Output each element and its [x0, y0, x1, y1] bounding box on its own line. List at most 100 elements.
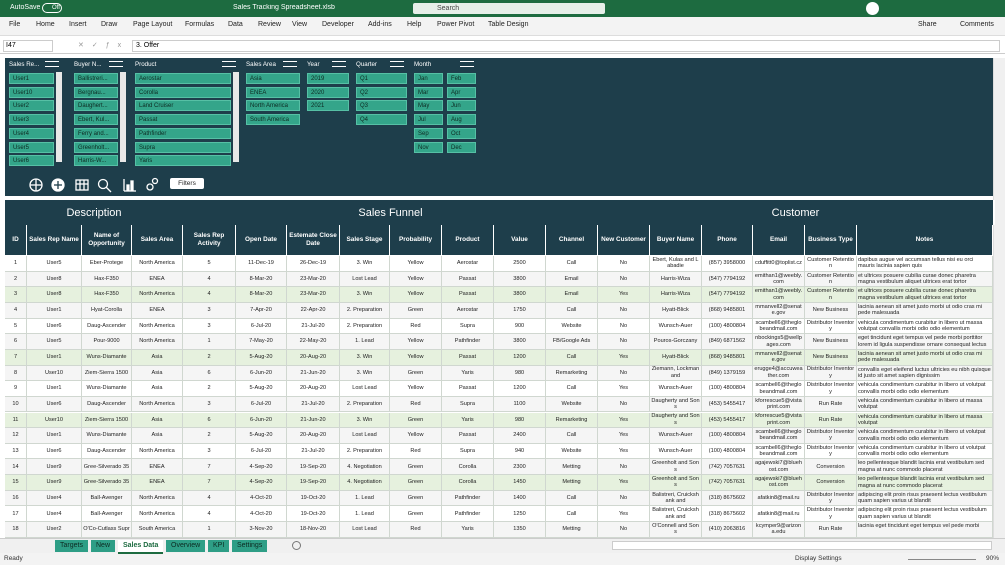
slicer-item[interactable]: Harris-W...: [74, 155, 118, 167]
table-cell[interactable]: 6-Jul-20: [236, 318, 287, 335]
table-cell[interactable]: Balistreri, Cruickshank and: [650, 506, 702, 523]
menu-item[interactable]: Help: [407, 21, 422, 28]
table-cell[interactable]: 3800: [494, 334, 546, 350]
table-cell[interactable]: Red: [390, 443, 442, 460]
table-cell[interactable]: scambell6@theglobeandmail.com: [753, 381, 805, 397]
table-cell[interactable]: 1: [183, 334, 236, 350]
table-cell[interactable]: Ball-Avenger: [82, 490, 132, 507]
table-cell[interactable]: vehicula condimentum curabitur in libero…: [857, 428, 993, 444]
row-id[interactable]: 2: [5, 271, 27, 288]
table-cell[interactable]: Wuns-Diamante: [82, 349, 132, 366]
slicer-item[interactable]: Yaris: [135, 155, 231, 167]
table-cell[interactable]: emithan1@weebly.com: [753, 271, 805, 288]
table-cell[interactable]: 19-Sep-20: [287, 459, 340, 476]
sheet-tab[interactable]: Targets: [55, 540, 88, 552]
table-cell[interactable]: 3: [183, 443, 236, 460]
table-cell[interactable]: Yes: [598, 349, 650, 366]
sheet-tab[interactable]: KPI: [208, 540, 230, 552]
table-cell[interactable]: Customer Retention: [805, 256, 857, 272]
slicer-item[interactable]: User5: [9, 141, 54, 153]
table-cell[interactable]: Wuns-Diamante: [82, 381, 132, 397]
table-cell[interactable]: Gree-Silverado 35: [82, 475, 132, 491]
table-cell[interactable]: 23-Mar-20: [287, 287, 340, 303]
table-cell[interactable]: 5: [183, 256, 236, 272]
table-cell[interactable]: Red: [390, 522, 442, 538]
table-cell[interactable]: Harris-Wiza: [650, 287, 702, 303]
table-cell[interactable]: Call: [546, 506, 598, 523]
table-cell[interactable]: 4-Sep-20: [236, 459, 287, 476]
table-cell[interactable]: 3. Win: [340, 365, 390, 382]
table-cell[interactable]: (547) 7794192: [702, 271, 753, 288]
slicer-item[interactable]: Dec: [447, 141, 476, 153]
row-id[interactable]: 4: [5, 302, 27, 319]
table-cell[interactable]: Call: [546, 490, 598, 507]
filters-button[interactable]: Filters: [170, 178, 204, 189]
slicer-item[interactable]: Feb: [447, 73, 476, 84]
table-cell[interactable]: 19-Sep-20: [287, 475, 340, 491]
table-cell[interactable]: Green: [390, 490, 442, 507]
table-cell[interactable]: Green: [390, 365, 442, 382]
table-cell[interactable]: Yes: [598, 428, 650, 444]
table-cell[interactable]: kforrescue5@vistaprint.com: [753, 412, 805, 429]
table-cell[interactable]: (100) 4800804: [702, 318, 753, 335]
table-cell[interactable]: adipiscing elit proin risus praesent lec…: [857, 506, 993, 523]
table-cell[interactable]: agajewski7@bluehost.com: [753, 459, 805, 476]
table-cell[interactable]: North America: [132, 334, 183, 350]
table-cell[interactable]: adipiscing elit proin risus praesent lec…: [857, 490, 993, 507]
table-cell[interactable]: User4: [27, 506, 82, 523]
table-cell[interactable]: 3800: [494, 271, 546, 288]
table-cell[interactable]: Call: [546, 256, 598, 272]
table-cell[interactable]: Green: [390, 506, 442, 523]
table-cell[interactable]: Asia: [132, 381, 183, 397]
slicer-item[interactable]: Q2: [356, 86, 407, 98]
table-cell[interactable]: 2300: [494, 459, 546, 476]
table-cell[interactable]: 26-Dec-19: [287, 256, 340, 272]
table-cell[interactable]: nbockings5@wellpages.com: [753, 334, 805, 350]
table-cell[interactable]: 23-Mar-20: [287, 271, 340, 288]
table-cell[interactable]: User5: [27, 256, 82, 272]
table-cell[interactable]: North America: [132, 490, 183, 507]
slicer-item[interactable]: Corolla: [135, 86, 231, 98]
table-cell[interactable]: Hyatt-Blick: [650, 349, 702, 366]
table-cell[interactable]: 21-Jul-20: [287, 396, 340, 413]
table-cell[interactable]: 21-Jul-20: [287, 443, 340, 460]
table-cell[interactable]: Customer Retention: [805, 287, 857, 303]
table-cell[interactable]: North America: [132, 506, 183, 523]
table-cell[interactable]: Aerostar: [442, 256, 494, 272]
table-cell[interactable]: (868) 9485801: [702, 302, 753, 319]
table-cell[interactable]: Call: [546, 381, 598, 397]
table-cell[interactable]: Ziem-Sierra 1500: [82, 412, 132, 429]
horizontal-scrollbar[interactable]: [612, 541, 992, 550]
table-cell[interactable]: Supra: [442, 318, 494, 335]
name-box[interactable]: I47: [3, 40, 53, 52]
slicer-scrollbar[interactable]: [233, 72, 239, 162]
table-cell[interactable]: 4. Negotiation: [340, 459, 390, 476]
table-cell[interactable]: Lost Lead: [340, 381, 390, 397]
table-cell[interactable]: No: [598, 490, 650, 507]
table-cell[interactable]: 1100: [494, 396, 546, 413]
table-cell[interactable]: No: [598, 396, 650, 413]
slicer-item[interactable]: 2021: [307, 100, 349, 112]
table-cell[interactable]: Passat: [442, 428, 494, 444]
table-cell[interactable]: 6-Jun-20: [236, 412, 287, 429]
table-cell[interactable]: kcymper9@arizona.edu: [753, 522, 805, 538]
table-cell[interactable]: User6: [27, 318, 82, 335]
slicer-item[interactable]: User10: [9, 86, 54, 98]
table-cell[interactable]: No: [598, 522, 650, 538]
display-settings[interactable]: Display Settings: [795, 555, 842, 562]
sheet-tab[interactable]: New: [91, 540, 116, 552]
table-cell[interactable]: (849) 1379159: [702, 365, 753, 382]
table-cell[interactable]: Yaris: [442, 522, 494, 538]
table-cell[interactable]: Green: [390, 459, 442, 476]
table-cell[interactable]: Lost Lead: [340, 428, 390, 444]
slicer-item[interactable]: Bergnau...: [74, 86, 118, 98]
slicer-item[interactable]: Aug: [447, 114, 476, 126]
table-cell[interactable]: Pour-9000: [82, 334, 132, 350]
table-cell[interactable]: Supra: [442, 443, 494, 460]
table-cell[interactable]: (410) 2063816: [702, 522, 753, 538]
slicer-item[interactable]: Q1: [356, 73, 407, 84]
comments-button[interactable]: Comments: [960, 21, 994, 28]
table-cell[interactable]: Yellow: [390, 428, 442, 444]
table-cell[interactable]: Pathfinder: [442, 506, 494, 523]
table-cell[interactable]: FB/Google Ads: [546, 334, 598, 350]
